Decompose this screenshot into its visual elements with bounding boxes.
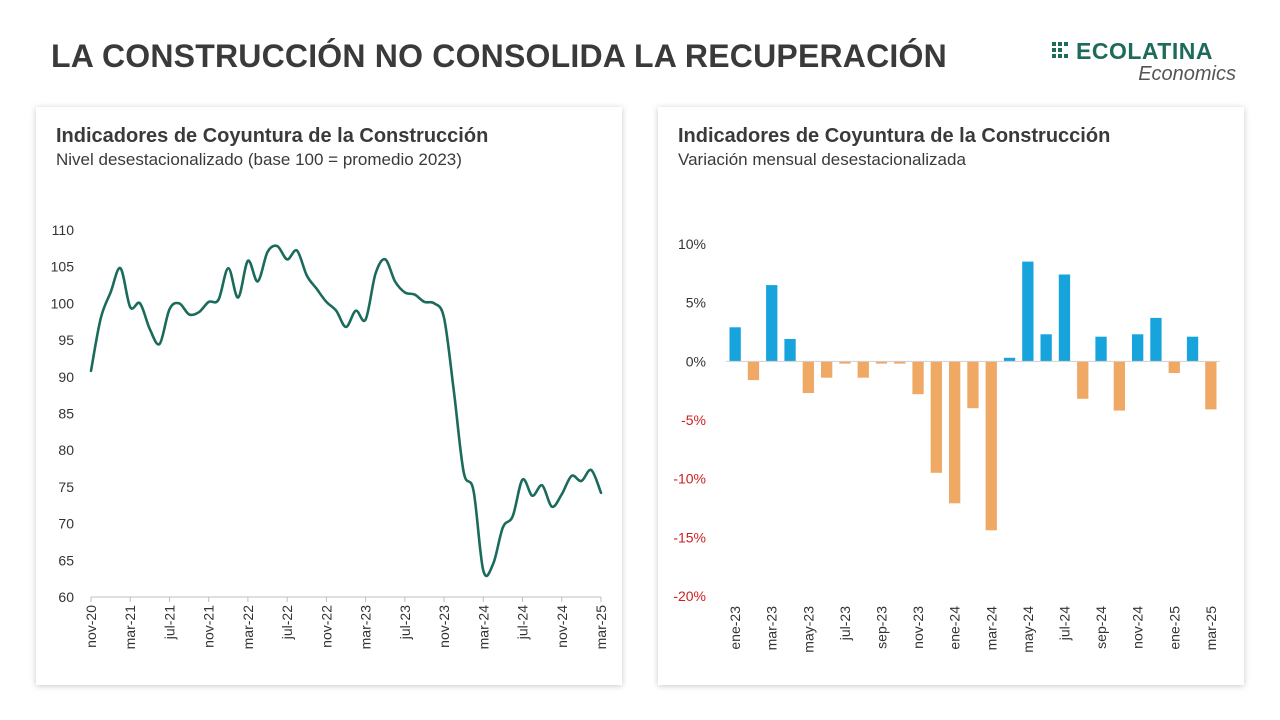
x-tick-label: mar-25 — [593, 605, 609, 650]
y-tick-label: 80 — [58, 442, 74, 458]
x-tick-label: sep-24 — [1093, 606, 1109, 649]
variation-chart-panel: Indicadores de Coyuntura de la Construcc… — [658, 107, 1244, 685]
bar — [1150, 317, 1162, 362]
x-tick-label: jul-21 — [161, 605, 177, 640]
bar — [930, 361, 942, 473]
ecolatina-logo: ECOLATINA Economics — [1046, 38, 1236, 88]
bar — [1003, 357, 1016, 362]
x-tick-label: mar-25 — [1203, 606, 1219, 651]
y-tick-label: 10% — [678, 236, 706, 252]
y-tick-label: 85 — [58, 406, 74, 422]
y-tick-label: 75 — [58, 479, 74, 495]
x-tick-label: nov-23 — [910, 606, 926, 649]
x-tick-label: mar-22 — [240, 605, 256, 650]
bar — [784, 339, 796, 362]
bar — [1186, 336, 1199, 362]
x-tick-label: mar-24 — [475, 605, 491, 650]
x-tick-label: nov-22 — [318, 605, 334, 648]
logo-wordmark: ECOLATINA — [1076, 38, 1213, 64]
x-tick-label: jul-24 — [1056, 606, 1072, 641]
y-tick-label: 0% — [686, 353, 706, 369]
y-tick-label: -5% — [681, 412, 706, 428]
x-tick-label: nov-20 — [83, 605, 99, 648]
level-chart-title: Indicadores de Coyuntura de la Construcc… — [56, 125, 489, 147]
bar — [821, 361, 833, 378]
bar — [1058, 274, 1071, 362]
bar — [985, 361, 997, 531]
y-tick-label: 95 — [58, 332, 74, 348]
x-tick-label: ene-25 — [1166, 606, 1182, 650]
variation-chart-title: Indicadores de Coyuntura de la Construcc… — [678, 125, 1111, 147]
y-tick-label: -10% — [673, 471, 706, 487]
bar — [1022, 261, 1034, 362]
bar — [1113, 361, 1125, 411]
level-chart-panel: Indicadores de Coyuntura de la Construcc… — [36, 107, 622, 685]
y-tick-label: 90 — [58, 369, 74, 385]
level-line-chart: 60 65 70 75 80 85 90 95 100 105 110 nov-20 mar-21 jul… — [51, 222, 609, 650]
x-tick-label: sep-23 — [874, 606, 890, 649]
logo-subtitle: Economics — [1138, 63, 1236, 85]
logo-grid-icon — [1052, 42, 1072, 60]
y-tick-label: -15% — [673, 529, 706, 545]
x-tick-label: nov-24 — [554, 605, 570, 648]
bar — [729, 327, 741, 362]
y-tick-label: 5% — [686, 295, 706, 311]
bar — [1168, 361, 1180, 373]
bar — [894, 361, 906, 364]
level-chart-subtitle: Nivel desestacionalizado (base 100 = pro… — [56, 150, 462, 169]
x-tick-label: nov-24 — [1130, 606, 1146, 649]
variation-chart-subtitle: Variación mensual desestacionalizada — [678, 150, 966, 169]
x-tick-label: mar-21 — [122, 605, 138, 650]
x-tick-label: mar-24 — [983, 606, 999, 651]
x-tick-label: ene-23 — [727, 606, 743, 650]
x-tick-label: jul-23 — [397, 605, 413, 640]
bar — [967, 361, 979, 409]
bar — [1040, 334, 1052, 362]
bar — [1132, 334, 1144, 362]
bar — [949, 361, 961, 504]
x-tick-label: may-24 — [1020, 606, 1036, 653]
bar — [802, 361, 814, 393]
slide-title: LA CONSTRUCCIÓN NO CONSOLIDA LA RECUPERA… — [51, 38, 947, 74]
y-tick-label: 70 — [58, 516, 74, 532]
bar — [857, 361, 869, 378]
bar — [912, 361, 924, 395]
variation-bar-chart: -20% -15% -10% -5% 0% 5% 10% ene-23 mar-23 may-23… — [673, 236, 1220, 653]
y-tick-label: 65 — [58, 552, 74, 568]
y-tick-label: 105 — [51, 259, 75, 275]
bar — [747, 361, 760, 381]
y-tick-label: 60 — [58, 589, 74, 605]
x-tick-label: jul-23 — [837, 606, 853, 641]
x-tick-label: jul-22 — [279, 605, 295, 640]
x-tick-label: mar-23 — [358, 605, 374, 650]
y-tick-label: -20% — [673, 588, 706, 604]
x-tick-label: mar-23 — [764, 606, 780, 651]
x-tick-label: jul-24 — [515, 605, 531, 640]
x-tick-label: may-23 — [800, 606, 816, 653]
bar — [1095, 336, 1107, 362]
x-tick-label: nov-23 — [436, 605, 452, 648]
y-tick-label: 100 — [51, 295, 75, 311]
bar — [766, 285, 778, 362]
bar — [1205, 361, 1217, 410]
y-tick-label: 110 — [52, 222, 75, 238]
bar — [839, 361, 851, 364]
bar — [875, 361, 888, 364]
x-tick-label: ene-24 — [947, 606, 963, 650]
level-series-line — [89, 244, 603, 578]
x-tick-label: nov-21 — [201, 605, 217, 648]
bar — [1077, 361, 1089, 399]
